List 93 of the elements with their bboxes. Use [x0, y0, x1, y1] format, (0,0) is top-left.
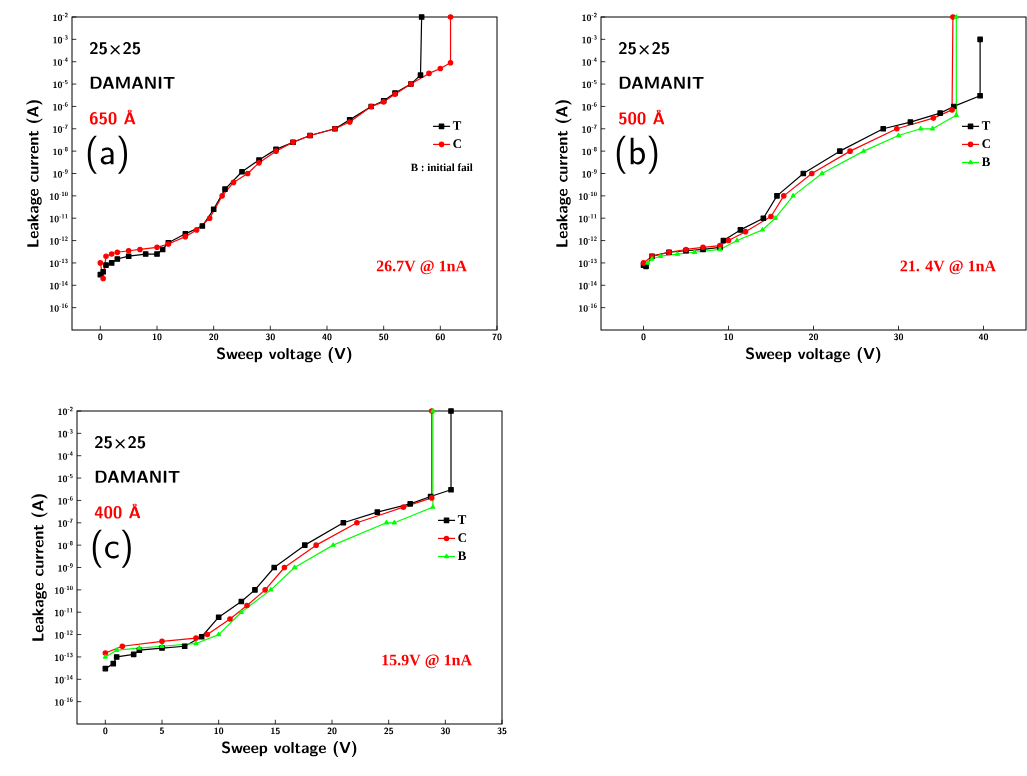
annotation: (b)	[616, 135, 658, 174]
y-tick-label: 10$^{-8}$	[53, 146, 68, 156]
x-axis-title: Sweep voltage (V)	[746, 347, 881, 364]
y-tick-label: 10$^{-9}$	[58, 563, 73, 572]
x-tick-label: 35	[497, 727, 507, 735]
legend-label: C	[453, 139, 462, 149]
x-tick-label: 20	[209, 333, 219, 341]
y-tick-label: 10$^{-6}$	[58, 496, 73, 505]
legend-label: T	[457, 515, 467, 524]
x-tick-label: 30	[893, 333, 904, 341]
legend-label: C	[458, 533, 467, 543]
y-tick-label: 10$^{-16}$	[49, 303, 68, 312]
x-tick-label: 0	[641, 333, 646, 341]
x-tick-label: 20	[808, 333, 819, 341]
x-tick-label: 10	[152, 333, 162, 341]
y-tick-label: 10$^{-12}$	[578, 236, 597, 245]
y-tick-label: 10$^{-6}$	[582, 102, 597, 111]
y-tick-label: 10$^{-13}$	[54, 652, 73, 662]
y-tick-label: 10$^{-14}$	[578, 281, 597, 290]
annotation: 25×25	[89, 41, 141, 55]
y-tick-label: 10$^{-3}$	[53, 35, 68, 44]
y-tick-label: 10$^{-14}$	[49, 281, 68, 290]
y-tick-label: 10$^{-16}$	[54, 697, 73, 706]
y-tick-label: 10$^{-3}$	[582, 35, 597, 44]
y-tick-label: 10$^{-8}$	[582, 146, 597, 156]
y-tick-label: 10$^{-6}$	[53, 102, 68, 111]
y-tick-label: 10$^{-5}$	[53, 79, 68, 89]
x-tick-label: 20	[327, 727, 337, 735]
y-axis-title: Leakage current (A)	[31, 494, 48, 641]
x-tick-label: 25	[384, 727, 394, 735]
x-tick-label: 15	[271, 727, 280, 735]
x-tick-label: 40	[978, 333, 989, 341]
y-tick-label: 10$^{-11}$	[49, 214, 68, 223]
annotation: DAMANIT	[90, 76, 175, 89]
legend-label: T	[981, 121, 991, 130]
y-tick-label: 10$^{-4}$	[582, 57, 597, 66]
annotation: (c)	[92, 529, 131, 568]
y-tick-label: 10$^{-4}$	[58, 451, 73, 460]
y-tick-label: 10$^{-2}$	[53, 12, 68, 22]
legend-label: B	[457, 551, 466, 561]
x-tick-label: 60	[435, 333, 445, 341]
y-tick-label: 10$^{-9}$	[53, 169, 68, 178]
y-tick-label: 10$^{-11}$	[54, 608, 73, 617]
annotation: (a)	[87, 135, 128, 174]
y-tick-label: 10$^{-2}$	[58, 406, 73, 416]
annotation: 21. 4V @ 1nA	[900, 260, 996, 275]
y-tick-label: 10$^{-9}$	[582, 169, 597, 178]
legend-label: B	[981, 157, 990, 167]
x-tick-label: 0	[103, 727, 108, 735]
y-tick-label: 10$^{-7}$	[58, 518, 73, 527]
annotation: DAMANIT	[95, 470, 180, 483]
x-tick-label: 70	[492, 333, 502, 341]
y-tick-label: 10$^{-13}$	[49, 258, 68, 268]
x-axis-title: Sweep voltage (V)	[222, 741, 357, 758]
x-axis-title: Sweep voltage (V)	[217, 347, 352, 364]
x-tick-label: 40	[322, 333, 332, 341]
y-tick-label: 10$^{-5}$	[582, 79, 597, 89]
y-tick-label: 10$^{-10}$	[578, 191, 597, 201]
legend-label: T	[452, 121, 462, 130]
y-tick-label: 10$^{-5}$	[58, 473, 73, 483]
y-axis-title: Leakage current (A)	[26, 100, 43, 247]
y-tick-label: 10$^{-14}$	[54, 675, 73, 684]
x-tick-label: 10	[724, 333, 734, 341]
annotation: B : initial fail	[410, 163, 473, 172]
x-tick-label: 10	[214, 727, 224, 735]
y-tick-label: 10$^{-10}$	[54, 585, 73, 595]
x-tick-label: 30	[440, 727, 450, 735]
x-tick-label: 30	[265, 333, 275, 341]
y-tick-label: 10$^{-16}$	[578, 303, 597, 312]
x-tick-label: 50	[379, 333, 389, 341]
x-tick-label: 5	[159, 727, 164, 734]
annotation: 15.9V @ 1nA	[382, 654, 472, 669]
y-tick-label: 10$^{-8}$	[58, 540, 73, 550]
y-tick-label: 10$^{-11}$	[578, 214, 597, 223]
y-tick-label: 10$^{-12}$	[54, 630, 73, 639]
y-tick-label: 10$^{-12}$	[49, 236, 68, 245]
annotation: 650 Å	[89, 109, 136, 125]
y-tick-label: 10$^{-7}$	[53, 124, 68, 133]
y-axis-title: Leakage current (A)	[555, 100, 572, 247]
y-tick-label: 10$^{-10}$	[49, 191, 68, 201]
annotation: 25×25	[94, 435, 146, 449]
y-tick-label: 10$^{-3}$	[58, 429, 73, 438]
annotation: 400 Å	[94, 503, 141, 519]
y-tick-label: 10$^{-13}$	[578, 258, 597, 268]
y-tick-label: 10$^{-7}$	[582, 124, 597, 133]
legend-label: C	[982, 139, 991, 149]
annotation: 500 Å	[618, 109, 665, 125]
y-tick-label: 10$^{-2}$	[582, 12, 597, 22]
x-tick-label: 0	[98, 333, 103, 341]
annotation: 26.7V @ 1nA	[376, 260, 467, 275]
y-tick-label: 10$^{-4}$	[53, 57, 68, 66]
annotation: 25×25	[618, 41, 670, 55]
annotation: DAMANIT	[619, 76, 704, 89]
